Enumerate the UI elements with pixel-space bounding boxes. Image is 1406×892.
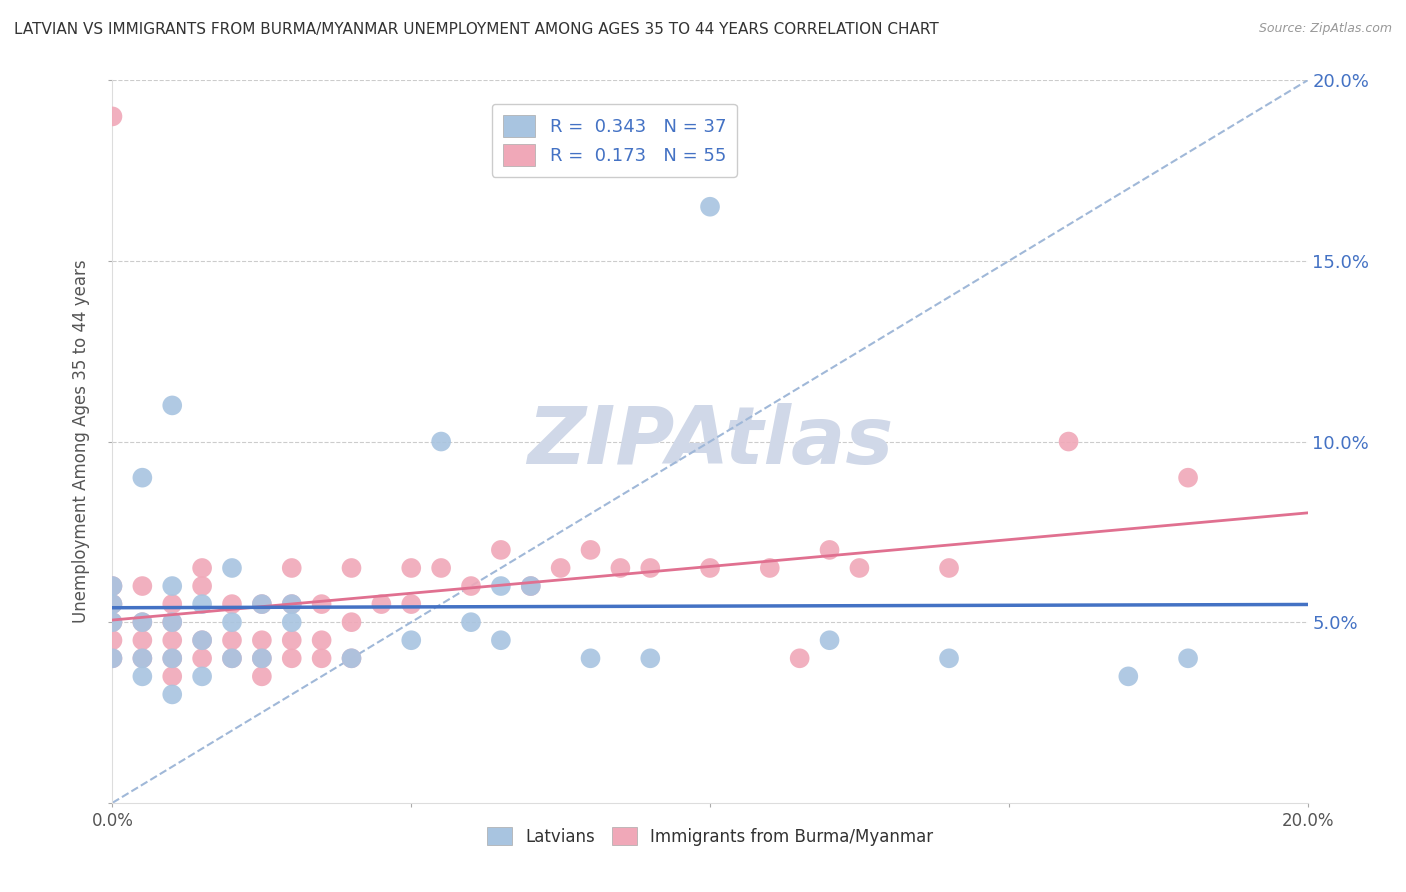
Point — [759, 561, 782, 575]
Point — [938, 561, 960, 575]
Point — [1177, 651, 1199, 665]
Point — [340, 651, 363, 665]
Point — [789, 651, 811, 665]
Point — [131, 651, 153, 665]
Point — [699, 200, 721, 214]
Point — [520, 579, 543, 593]
Point — [131, 669, 153, 683]
Point — [1057, 434, 1080, 449]
Point — [699, 561, 721, 575]
Point — [340, 561, 363, 575]
Legend: Latvians, Immigrants from Burma/Myanmar: Latvians, Immigrants from Burma/Myanmar — [481, 821, 939, 852]
Point — [101, 597, 124, 611]
Point — [401, 633, 423, 648]
Point — [401, 597, 423, 611]
Point — [191, 633, 214, 648]
Point — [101, 597, 124, 611]
Point — [162, 615, 183, 630]
Point — [101, 109, 124, 123]
Point — [250, 669, 273, 683]
Point — [221, 651, 243, 665]
Point — [938, 651, 960, 665]
Point — [162, 579, 183, 593]
Point — [311, 651, 333, 665]
Point — [281, 597, 304, 611]
Point — [131, 615, 153, 630]
Point — [818, 542, 841, 557]
Point — [221, 561, 243, 575]
Point — [101, 651, 124, 665]
Point — [162, 597, 183, 611]
Point — [281, 651, 304, 665]
Point — [609, 561, 631, 575]
Point — [579, 651, 602, 665]
Point — [281, 597, 304, 611]
Point — [221, 597, 243, 611]
Point — [131, 471, 153, 485]
Point — [101, 615, 124, 630]
Point — [640, 651, 662, 665]
Point — [489, 579, 512, 593]
Point — [191, 561, 214, 575]
Point — [162, 398, 183, 412]
Point — [818, 633, 841, 648]
Y-axis label: Unemployment Among Ages 35 to 44 years: Unemployment Among Ages 35 to 44 years — [72, 260, 90, 624]
Text: Source: ZipAtlas.com: Source: ZipAtlas.com — [1258, 22, 1392, 36]
Point — [250, 597, 273, 611]
Point — [191, 597, 214, 611]
Point — [340, 615, 363, 630]
Point — [221, 651, 243, 665]
Point — [131, 633, 153, 648]
Point — [191, 633, 214, 648]
Point — [250, 633, 273, 648]
Point — [250, 651, 273, 665]
Point — [1177, 471, 1199, 485]
Point — [311, 633, 333, 648]
Point — [460, 615, 482, 630]
Point — [162, 633, 183, 648]
Point — [489, 542, 512, 557]
Point — [101, 651, 124, 665]
Point — [430, 561, 453, 575]
Point — [489, 633, 512, 648]
Point — [1118, 669, 1140, 683]
Point — [579, 542, 602, 557]
Point — [401, 561, 423, 575]
Point — [281, 615, 304, 630]
Point — [101, 579, 124, 593]
Point — [550, 561, 572, 575]
Point — [848, 561, 870, 575]
Point — [311, 597, 333, 611]
Point — [430, 434, 453, 449]
Point — [131, 615, 153, 630]
Point — [162, 615, 183, 630]
Point — [101, 615, 124, 630]
Point — [281, 561, 304, 575]
Point — [250, 597, 273, 611]
Point — [131, 579, 153, 593]
Point — [460, 579, 482, 593]
Point — [131, 651, 153, 665]
Point — [101, 633, 124, 648]
Point — [520, 579, 543, 593]
Point — [221, 633, 243, 648]
Point — [281, 633, 304, 648]
Point — [162, 651, 183, 665]
Point — [191, 579, 214, 593]
Point — [191, 651, 214, 665]
Point — [162, 687, 183, 701]
Point — [370, 597, 392, 611]
Point — [162, 651, 183, 665]
Point — [101, 579, 124, 593]
Point — [640, 561, 662, 575]
Point — [191, 669, 214, 683]
Point — [340, 651, 363, 665]
Text: ZIPAtlas: ZIPAtlas — [527, 402, 893, 481]
Point — [162, 669, 183, 683]
Point — [250, 651, 273, 665]
Text: LATVIAN VS IMMIGRANTS FROM BURMA/MYANMAR UNEMPLOYMENT AMONG AGES 35 TO 44 YEARS : LATVIAN VS IMMIGRANTS FROM BURMA/MYANMAR… — [14, 22, 939, 37]
Point — [221, 615, 243, 630]
